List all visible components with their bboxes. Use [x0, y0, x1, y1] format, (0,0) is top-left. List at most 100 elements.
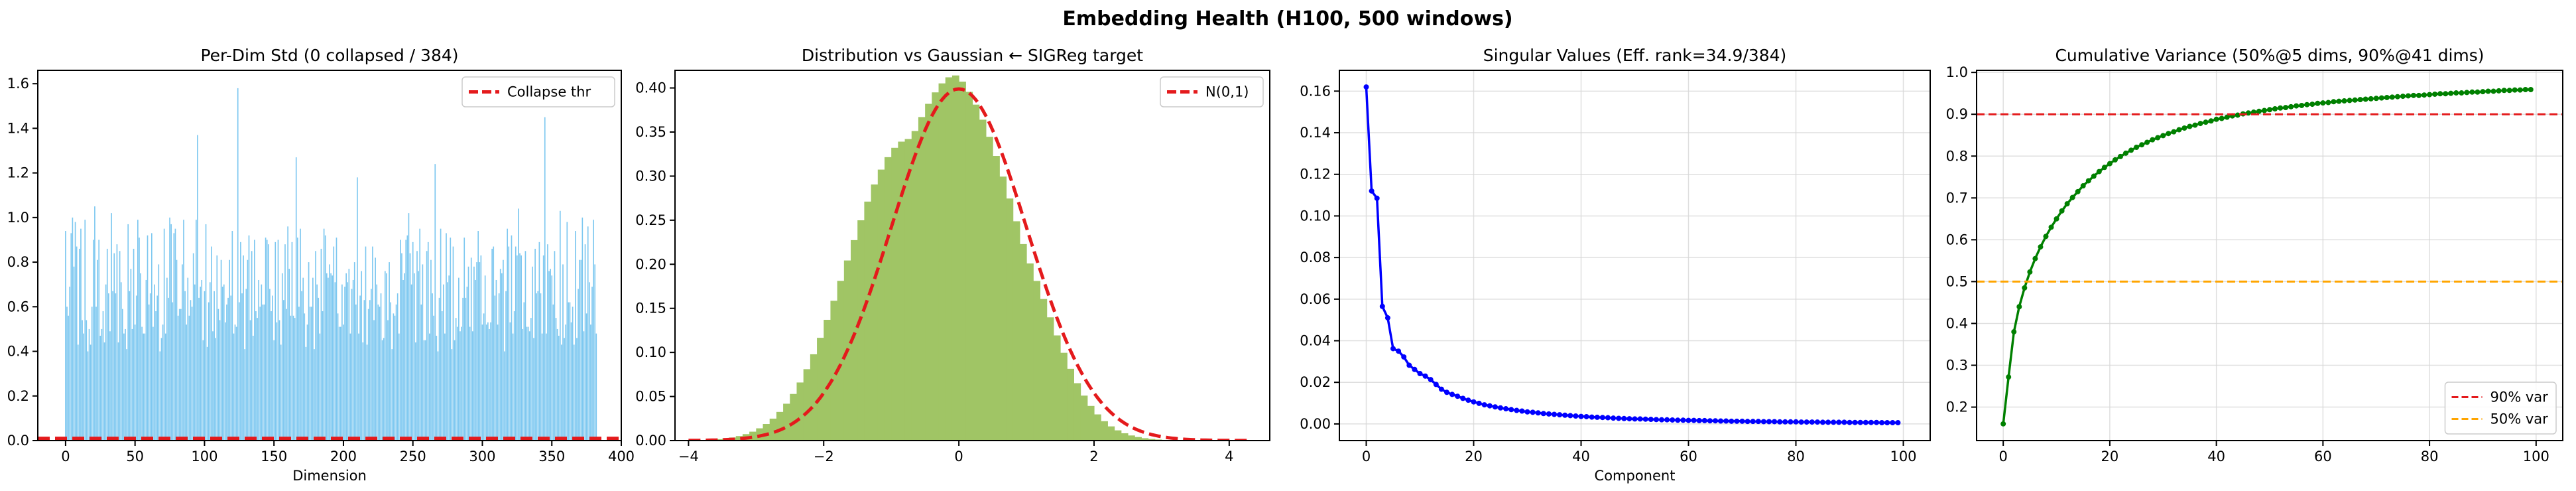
data-point [2272, 106, 2278, 112]
std-bar [141, 326, 143, 441]
hist-bar [898, 141, 906, 441]
std-bar [148, 304, 150, 441]
data-point [2192, 122, 2198, 128]
std-bar [590, 324, 591, 441]
std-bar [314, 349, 315, 441]
std-bar [437, 351, 439, 441]
data-point [2032, 255, 2038, 261]
std-bar [504, 351, 505, 441]
std-bar [569, 302, 571, 441]
data-point [1874, 419, 1879, 425]
std-bar [261, 284, 263, 441]
data-point [2117, 153, 2123, 159]
std-bar [390, 302, 392, 441]
data-point [2496, 88, 2502, 94]
data-point [1546, 411, 1552, 417]
std-bar [467, 266, 469, 441]
data-point [2085, 178, 2091, 184]
std-bar [493, 246, 495, 441]
std-bar [380, 293, 382, 441]
x-tick-label: 0 [61, 449, 70, 464]
std-bar [538, 242, 540, 441]
data-point [2197, 121, 2203, 127]
std-bar [519, 253, 521, 441]
data-point [2480, 89, 2486, 95]
std-bar [88, 328, 90, 441]
std-bar [367, 309, 369, 441]
y-tick-label: 0.14 [1300, 125, 1331, 141]
data-point [1750, 419, 1756, 425]
x-tick-label: 40 [2207, 449, 2225, 464]
std-bar [461, 326, 462, 441]
std-bar [554, 251, 556, 441]
std-bar [215, 338, 217, 441]
std-bar [306, 324, 308, 441]
std-bar [447, 282, 448, 441]
plot-area [688, 75, 1250, 441]
data-point [1825, 419, 1831, 425]
std-bar [412, 242, 414, 441]
y-tick-label: 0.40 [635, 80, 666, 96]
std-bar [126, 349, 127, 441]
hist-bar [965, 92, 973, 441]
y-tick-label: 0.6 [7, 299, 29, 315]
std-bar [147, 235, 149, 441]
std-bar [339, 326, 341, 441]
data-point [2134, 145, 2140, 151]
data-point [2373, 96, 2379, 102]
std-bar [271, 311, 272, 441]
data-point [2410, 92, 2416, 98]
axes-frame [1339, 70, 1931, 441]
data-point [2522, 87, 2528, 93]
std-bar [226, 304, 227, 441]
data-point [1422, 373, 1428, 379]
data-point [1433, 382, 1439, 387]
std-bar [158, 264, 160, 441]
data-point [2139, 142, 2145, 148]
std-bar [400, 240, 401, 441]
data-point [1524, 409, 1530, 415]
data-point [1573, 413, 1579, 419]
data-point [1788, 419, 1794, 425]
std-bar [375, 257, 376, 441]
std-bar [383, 338, 385, 441]
std-bar [156, 295, 158, 441]
data-point [2501, 88, 2507, 94]
std-bar [266, 240, 268, 441]
hist-bar [884, 157, 892, 441]
std-bar [170, 224, 172, 441]
x-tick-label: 350 [538, 449, 565, 464]
std-bar [283, 300, 284, 441]
std-bar [205, 224, 207, 441]
hist-bar [830, 301, 838, 441]
std-bar [347, 282, 349, 441]
data-point [1868, 419, 1874, 425]
data-point [2261, 107, 2267, 113]
std-bar [214, 291, 215, 441]
y-tick-label: 0.12 [1300, 167, 1331, 182]
y-tick-label: 1.6 [7, 76, 29, 92]
std-bar [269, 289, 271, 441]
axes-frame [37, 70, 622, 441]
std-bar [444, 333, 446, 441]
hist-bar [1046, 317, 1054, 441]
hist-bar [1026, 263, 1034, 441]
data-point [1540, 411, 1546, 417]
std-bar [144, 333, 146, 441]
hist-bar [925, 104, 932, 441]
std-bar [318, 297, 320, 441]
data-point [2485, 88, 2491, 94]
std-bar [196, 220, 197, 441]
data-point [2155, 135, 2161, 141]
data-point [2528, 87, 2534, 93]
std-bar [281, 273, 283, 441]
data-point [1514, 407, 1520, 413]
hist-bar [817, 338, 824, 441]
std-bar [427, 242, 429, 441]
std-bar [86, 320, 88, 441]
std-bar [587, 226, 589, 441]
std-bar [103, 342, 105, 441]
std-bar [481, 324, 483, 441]
std-bar [288, 269, 290, 441]
data-point [2171, 129, 2177, 135]
